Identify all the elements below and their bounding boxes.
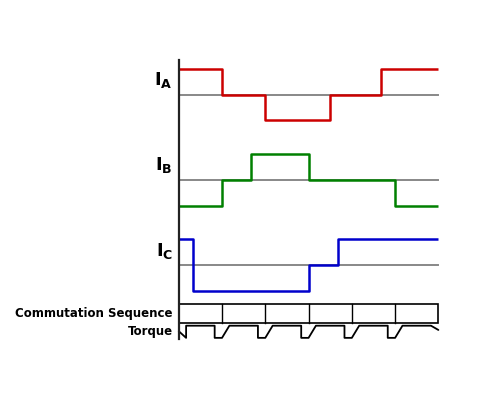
Text: $\mathbf{I_C}$: $\mathbf{I_C}$ [156,241,173,261]
Bar [179,305,438,323]
Text: $\mathbf{I_A}$: $\mathbf{I_A}$ [154,70,173,90]
Text: $\mathbf{I_B}$: $\mathbf{I_B}$ [156,156,173,175]
Text: Torque: Torque [128,325,173,338]
Text: AB: AB [190,307,211,320]
Text: AC: AC [233,307,254,320]
Text: Commutation Sequence: Commutation Sequence [16,307,173,320]
Text: CB: CB [406,307,427,320]
Text: CA: CA [363,307,384,320]
Text: BA: BA [320,307,341,320]
Text: BC: BC [276,307,297,320]
